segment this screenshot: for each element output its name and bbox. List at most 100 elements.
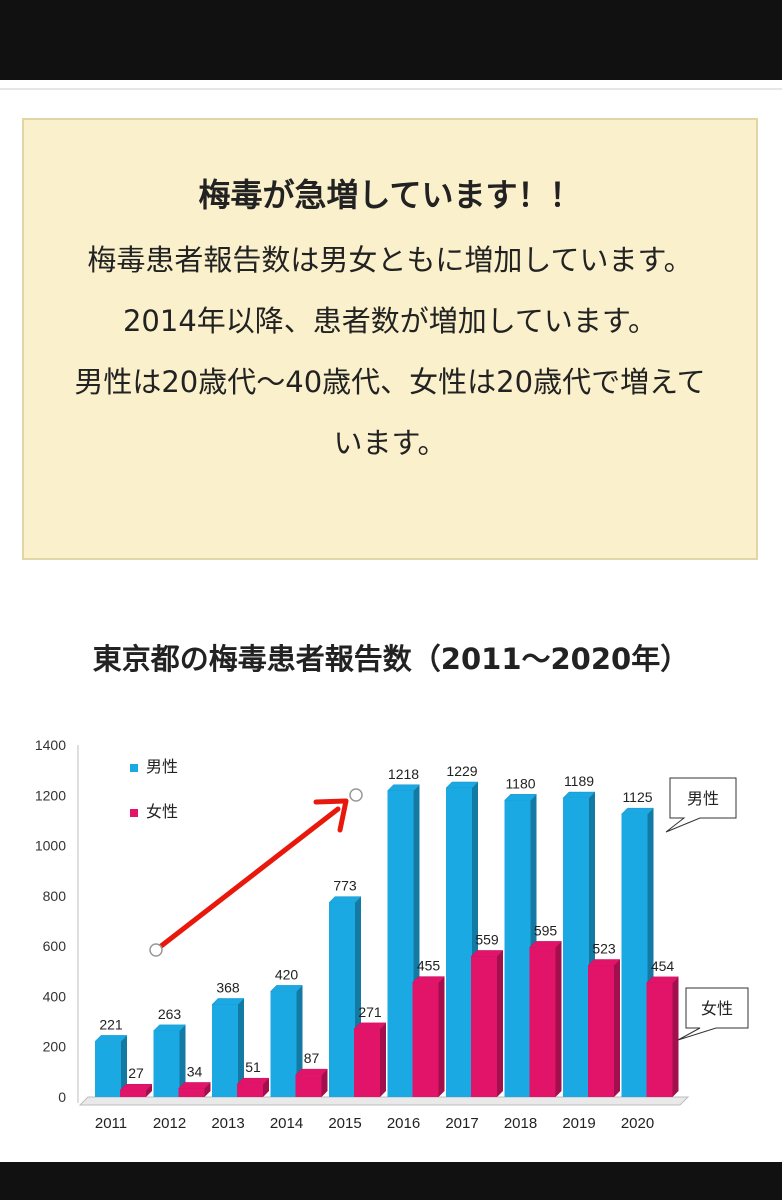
bar-top	[328, 896, 362, 903]
y-tick-label: 0	[58, 1089, 66, 1105]
data-label: 1125	[622, 789, 652, 805]
data-label: 368	[216, 979, 240, 995]
bar-female	[354, 1028, 380, 1097]
data-label: 27	[128, 1065, 144, 1081]
bar-top	[620, 807, 655, 815]
data-label: 1218	[388, 766, 419, 782]
data-label: 455	[417, 958, 441, 974]
data-label: 1189	[564, 773, 594, 789]
bar-female	[412, 982, 439, 1097]
x-tick-label: 2018	[504, 1115, 537, 1132]
x-tick-label: 2020	[621, 1115, 654, 1132]
bar-top	[236, 1077, 270, 1085]
bar-top	[411, 976, 446, 983]
y-tick-label: 600	[43, 938, 67, 954]
data-label: 87	[304, 1050, 320, 1066]
bar-male	[270, 991, 297, 1097]
bar-top	[528, 941, 563, 948]
bar-female	[646, 982, 673, 1097]
trend-end-marker	[349, 788, 363, 802]
bar-top	[119, 1083, 153, 1091]
bar-side	[146, 1084, 152, 1097]
data-label: 454	[651, 958, 675, 974]
data-label: 1229	[446, 763, 477, 779]
y-tick-label: 1200	[35, 787, 66, 803]
bar-female	[529, 947, 556, 1097]
data-label: 263	[158, 1006, 182, 1022]
y-tick-label: 200	[43, 1039, 67, 1055]
callout-male-box	[665, 777, 737, 833]
data-label: 773	[333, 878, 357, 894]
bar-side	[614, 959, 620, 1097]
bar-female	[295, 1075, 322, 1097]
bar-top	[503, 794, 538, 801]
trend-start-marker	[149, 943, 163, 957]
bar-side	[204, 1082, 211, 1097]
bar-side	[672, 976, 679, 1097]
bar-top	[562, 791, 596, 799]
callout-female-label: 女性	[701, 999, 733, 1018]
bar-side	[497, 950, 503, 1097]
data-label: 51	[245, 1059, 261, 1075]
bar-top	[386, 784, 421, 792]
notice-paragraph-2: 男性は20歳代〜40歳代、女性は20歳代で増えています。	[74, 365, 706, 460]
divider	[0, 88, 782, 90]
bar-top	[152, 1024, 187, 1032]
data-label: 595	[534, 922, 558, 938]
bar-female	[178, 1088, 205, 1097]
x-tick-label: 2016	[387, 1115, 420, 1132]
bar-male	[329, 902, 355, 1097]
bar-male	[621, 814, 648, 1097]
bar-top	[470, 950, 504, 957]
top-status-bar	[0, 0, 782, 80]
y-tick-label: 800	[43, 888, 67, 904]
data-label: 271	[358, 1004, 382, 1020]
bar-male	[212, 1004, 238, 1097]
chart-floor	[78, 1096, 690, 1106]
bottom-nav-bar	[0, 1162, 782, 1200]
trend-arrow-shaft	[153, 806, 341, 953]
notice-title: 梅毒が急増しています！！	[198, 176, 582, 214]
x-tick-label: 2012	[153, 1115, 186, 1132]
bar-top	[645, 976, 680, 984]
notice-paragraph-1: 梅毒患者報告数は男女ともに増加しています。2014年以降、患者数が増加しています…	[87, 243, 693, 338]
bar-male	[504, 800, 531, 1097]
bar-male	[387, 790, 414, 1097]
bar-top	[94, 1035, 128, 1042]
y-tick-label: 1400	[35, 737, 66, 753]
bar-male	[153, 1030, 180, 1097]
data-label: 221	[99, 1016, 123, 1032]
trend-arrow-head	[313, 798, 349, 833]
bar-side	[438, 976, 445, 1097]
bar-side	[179, 1024, 186, 1097]
bar-top	[211, 998, 245, 1005]
chart-title: 東京都の梅毒患者報告数（2011〜2020年）	[92, 642, 690, 676]
bar-side	[238, 998, 244, 1097]
x-tick-label: 2019	[562, 1115, 595, 1132]
bar-male	[563, 798, 589, 1097]
bar-female	[588, 965, 614, 1097]
legend-swatch	[130, 764, 138, 772]
bar-top	[445, 781, 479, 789]
x-tick-label: 2015	[328, 1115, 361, 1132]
bar-top	[294, 1068, 329, 1076]
bar-female	[471, 956, 497, 1097]
bar-side	[380, 1022, 386, 1097]
bar-side	[121, 1035, 127, 1097]
x-tick-label: 2017	[445, 1115, 478, 1132]
data-label: 420	[275, 966, 299, 982]
bar-female	[237, 1084, 263, 1097]
callout-female-box	[677, 987, 749, 1041]
notice-box: 梅毒が急増しています！！ 梅毒患者報告数は男女ともに増加しています。2014年以…	[22, 118, 758, 560]
bar-top	[353, 1022, 387, 1030]
data-label: 34	[187, 1063, 203, 1079]
x-tick-label: 2011	[95, 1115, 127, 1132]
notice-body: 梅毒患者報告数は男女ともに増加しています。2014年以降、患者数が増加しています…	[62, 230, 718, 474]
legend-label: 女性	[146, 802, 178, 821]
data-label: 559	[475, 931, 499, 947]
x-tick-label: 2013	[211, 1115, 244, 1132]
data-label: 523	[592, 941, 616, 957]
x-tick-label: 2014	[270, 1115, 303, 1132]
bar-side	[321, 1069, 328, 1097]
bar-female	[120, 1090, 146, 1097]
